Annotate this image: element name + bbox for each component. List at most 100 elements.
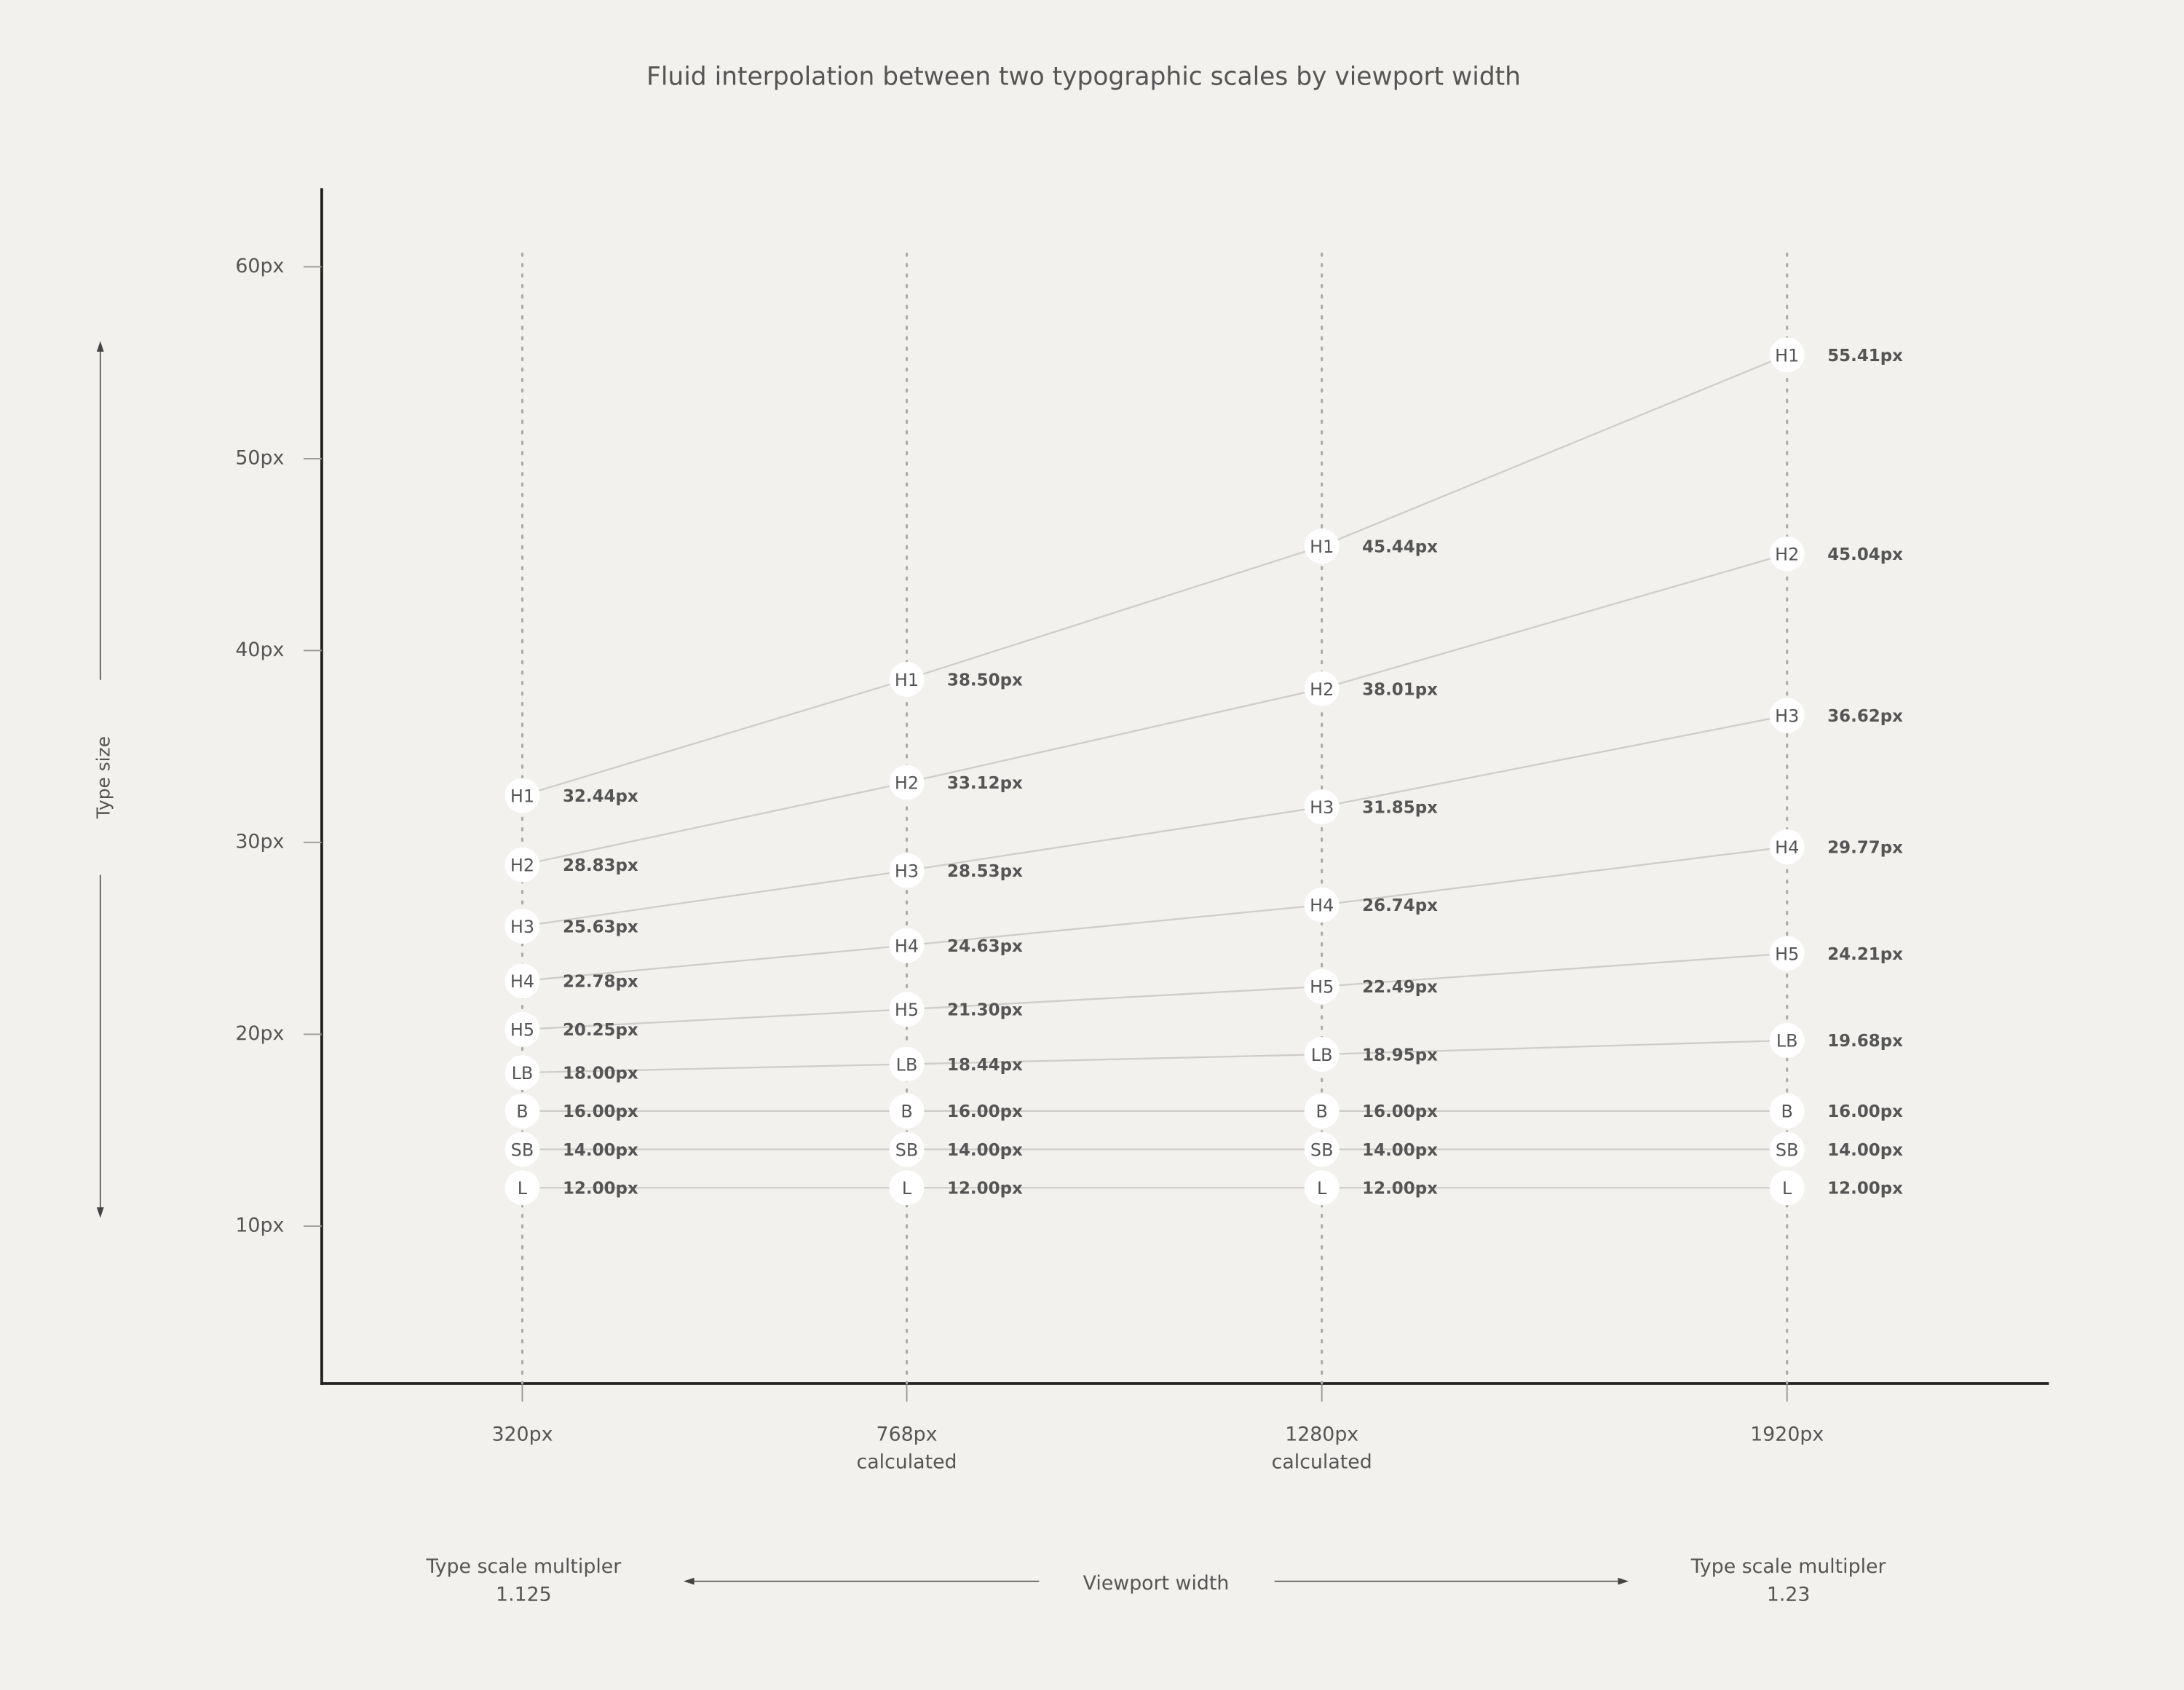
point [889, 662, 925, 697]
point-name: LB [1776, 1031, 1798, 1051]
point-name: SB [1310, 1140, 1334, 1160]
point [505, 1093, 540, 1129]
x-tick-note: calculated [1272, 1451, 1372, 1474]
point-name: H1 [510, 786, 534, 807]
data-label: 31.85px [1362, 799, 1438, 818]
data-label: 16.00px [947, 1102, 1023, 1121]
x-tick-label: 768px [877, 1423, 938, 1445]
point [889, 1170, 925, 1206]
data-label: 32.44px [563, 787, 638, 806]
data-label: 20.25px [563, 1021, 638, 1040]
point-name: H1 [1310, 537, 1334, 557]
point-name: SB [511, 1140, 534, 1160]
series-line [522, 354, 1788, 797]
point [1304, 1093, 1340, 1129]
data-label: 24.63px [947, 937, 1023, 956]
data-label: 55.41px [1827, 347, 1903, 366]
point-name: H4 [510, 971, 534, 992]
data-label: 12.00px [563, 1180, 638, 1199]
point-name: H2 [510, 856, 534, 876]
y-tick-label: 40px [235, 639, 284, 661]
series-line [522, 952, 1787, 1030]
point [1769, 1093, 1805, 1129]
y-tick-label: 30px [235, 830, 284, 853]
y-tick-label: 20px [235, 1022, 284, 1045]
point-name: H2 [1775, 545, 1799, 565]
data-label: 22.49px [1362, 978, 1438, 997]
point-name: H3 [510, 917, 534, 937]
point [1769, 698, 1805, 733]
point-name: L [1782, 1178, 1792, 1199]
point [889, 1093, 925, 1129]
data-label: 14.00px [1362, 1141, 1438, 1160]
y-tick-label: 60px [235, 255, 284, 277]
point [1769, 337, 1805, 373]
x-tick-label: 320px [492, 1423, 553, 1445]
point-name: H3 [895, 861, 919, 882]
data-label: 18.44px [947, 1056, 1023, 1075]
point-name: H5 [1310, 977, 1334, 998]
point-name: LB [1311, 1045, 1333, 1065]
scale-left-label: Type scale multipler [426, 1555, 622, 1578]
point-name: H1 [895, 670, 919, 690]
point-name: H1 [1775, 345, 1799, 366]
data-label: 18.00px [563, 1065, 638, 1083]
data-label: 45.44px [1362, 537, 1438, 556]
data-label: 16.00px [1362, 1102, 1438, 1121]
point-name: B [901, 1102, 912, 1122]
point-name: H4 [1775, 837, 1799, 858]
data-label: 25.63px [563, 917, 638, 936]
point-name: H4 [1310, 896, 1334, 916]
point-name: H2 [895, 773, 919, 794]
data-label: 14.00px [1827, 1141, 1903, 1160]
point [1304, 789, 1340, 825]
point-name: B [1781, 1102, 1793, 1122]
point-name: H5 [1775, 944, 1799, 964]
data-label: 16.00px [1827, 1102, 1903, 1121]
point-name: LB [512, 1063, 534, 1083]
data-label: 16.00px [563, 1102, 638, 1121]
data-label: 21.30px [947, 1001, 1023, 1020]
point-name: L [902, 1178, 912, 1199]
y-tick-label: 50px [235, 446, 284, 469]
point [1769, 536, 1805, 572]
series-line [522, 1039, 1787, 1074]
data-label: 36.62px [1827, 707, 1903, 726]
series-line [522, 553, 1788, 866]
point-name: LB [896, 1054, 918, 1075]
x-tick-label: 1920px [1750, 1423, 1824, 1445]
chart-title: Fluid interpolation between two typograp… [646, 63, 1521, 92]
point [505, 1011, 540, 1047]
point [1304, 529, 1340, 564]
scale-left-value: 1.125 [496, 1583, 552, 1606]
data-label: 24.21px [1827, 945, 1903, 964]
point [505, 1055, 540, 1091]
point [889, 1046, 925, 1082]
point [1304, 671, 1340, 706]
point [1769, 936, 1805, 971]
point [505, 909, 540, 944]
point [889, 928, 925, 963]
point-name: H3 [1310, 797, 1334, 818]
point-name: H3 [1775, 706, 1799, 726]
y-axis-label: Type size [92, 736, 114, 819]
data-label: 12.00px [1827, 1180, 1903, 1199]
data-label: 29.77px [1827, 838, 1903, 857]
data-label: 22.78px [563, 973, 638, 992]
data-label: 28.53px [947, 862, 1023, 881]
point [505, 778, 540, 813]
point [1304, 1170, 1340, 1206]
x-tick-note: calculated [857, 1451, 957, 1474]
data-label: 14.00px [563, 1141, 638, 1160]
data-label: 38.50px [947, 671, 1023, 690]
point-name: H5 [510, 1020, 534, 1041]
x-axis-label: Viewport width [1083, 1572, 1230, 1595]
data-label: 19.68px [1827, 1032, 1903, 1051]
data-label: 14.00px [947, 1141, 1023, 1160]
point [505, 1132, 540, 1167]
point [505, 847, 540, 882]
point-name: L [518, 1178, 528, 1199]
point [1769, 829, 1805, 864]
